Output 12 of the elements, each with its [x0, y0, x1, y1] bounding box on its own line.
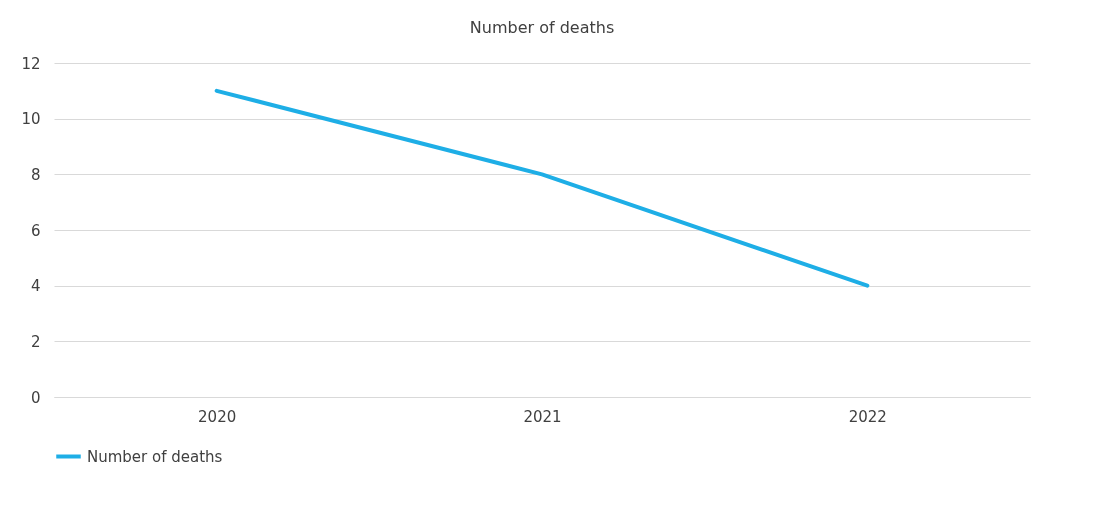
chart-title: Number of deaths	[469, 18, 615, 37]
legend-label: Number of deaths	[87, 447, 223, 466]
y-tick-label: 8	[30, 165, 41, 184]
y-tick-label: 6	[30, 221, 41, 240]
y-tick-label: 0	[30, 388, 41, 407]
y-tick-label: 12	[21, 54, 41, 73]
y-tick-label: 10	[21, 110, 41, 129]
x-tick-label: 2022	[848, 407, 887, 426]
y-tick-label: 4	[30, 277, 41, 296]
y-tick-label: 2	[30, 332, 41, 351]
x-tick-label: 2020	[198, 407, 237, 426]
x-tick-label: 2021	[523, 407, 562, 426]
